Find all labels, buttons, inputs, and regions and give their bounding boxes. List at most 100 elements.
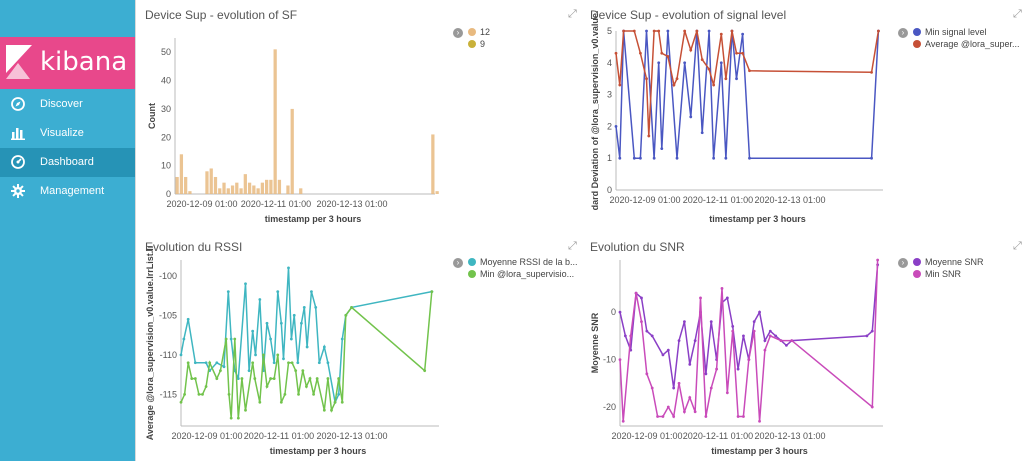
data-point (688, 362, 692, 366)
nav-item-dashboard[interactable]: Dashboard (0, 148, 135, 177)
y-tick-label: 0 (607, 185, 612, 195)
y-tick-label: 1 (607, 153, 612, 163)
y-tick-label: -110 (160, 350, 177, 360)
legend-item[interactable]: 12 (468, 27, 490, 37)
expand-icon[interactable]: ⤢ (568, 240, 577, 252)
data-point (315, 377, 319, 380)
data-point (784, 343, 788, 347)
data-point (215, 377, 219, 380)
data-point (666, 29, 670, 33)
legend-swatch (468, 40, 476, 48)
data-point (290, 361, 294, 365)
data-point (758, 310, 761, 314)
bar (243, 174, 247, 194)
data-point (779, 339, 783, 343)
data-point (693, 339, 697, 343)
x-tick-label: 2020-12-09 01:00 (171, 431, 242, 441)
y-tick-label: 3 (607, 90, 612, 100)
data-point (186, 361, 190, 365)
data-point (752, 320, 756, 324)
data-point (254, 353, 257, 357)
y-tick-label: 10 (161, 161, 171, 171)
data-point (629, 334, 633, 338)
data-point (179, 353, 183, 357)
y-tick-label: 20 (161, 132, 171, 142)
data-point (317, 361, 321, 365)
data-point (305, 385, 308, 388)
legend-item[interactable]: Min @lora_supervisio... (468, 269, 574, 279)
data-point (337, 392, 341, 396)
y-tick-label: -100 (159, 271, 177, 281)
bar (299, 188, 303, 194)
data-point (736, 415, 740, 418)
legend-item[interactable]: Min signal level (913, 27, 987, 37)
data-point (265, 385, 269, 388)
bar (265, 179, 269, 194)
y-axis-label: Moyenne SNR (590, 312, 600, 373)
data-point (870, 70, 873, 74)
legend-label: Min @lora_supervisio... (480, 269, 575, 279)
data-point (725, 391, 729, 395)
data-point (190, 377, 194, 380)
data-point (333, 400, 337, 404)
legend-toggle-icon[interactable]: › (898, 258, 908, 268)
panel-signal-level: Device Sup - evolution of signal level ⤢… (590, 8, 1024, 230)
expand-icon[interactable]: ⤢ (1013, 240, 1022, 252)
panel-title: Evolution du RSSI (145, 240, 243, 254)
data-point (870, 156, 873, 160)
data-point (193, 361, 197, 365)
data-point (208, 361, 212, 365)
data-point (748, 156, 751, 160)
bar (277, 179, 282, 194)
data-point (645, 329, 649, 333)
data-point (621, 419, 625, 423)
compass-icon (11, 97, 25, 111)
bar (175, 176, 179, 194)
legend-item[interactable]: Average @lora_super... (913, 39, 1020, 49)
y-tick-label: 0 (611, 307, 616, 317)
legend-toggle-icon[interactable]: › (453, 258, 463, 268)
chart-sf: 0 10 20 30 40 50 2020-12-09 01:00 2020-12-11 01… (147, 38, 439, 224)
data-point (294, 369, 298, 373)
legend-toggle-icon[interactable]: › (453, 28, 463, 38)
data-point (652, 29, 656, 33)
data-point (675, 156, 679, 160)
data-point (657, 61, 661, 65)
data-point (186, 317, 190, 321)
kibana-logo[interactable]: kibana (0, 37, 135, 89)
data-point (301, 369, 305, 373)
dashboard-icon (11, 155, 25, 169)
bar (235, 182, 239, 194)
legend-item[interactable]: Moyenne RSSI de la b... (468, 257, 578, 267)
legend-label: Min signal level (925, 27, 987, 37)
expand-icon[interactable]: ⤢ (568, 8, 577, 20)
x-tick-label: 2020-12-13 01:00 (316, 431, 387, 441)
data-point (224, 337, 228, 341)
data-point (296, 361, 300, 365)
legend-item[interactable]: 9 (468, 39, 485, 49)
legend-toggle-icon[interactable]: › (898, 28, 908, 38)
panel-title: Device Sup - evolution of signal level (590, 8, 787, 22)
x-tick-label: 2020-12-11 01:00 (683, 195, 753, 205)
legend-item[interactable]: Min SNR (913, 269, 961, 279)
data-point (731, 325, 735, 328)
data-point (707, 67, 711, 71)
legend-item[interactable]: Moyenne SNR (913, 257, 984, 267)
expand-icon[interactable]: ⤢ (1013, 8, 1022, 20)
x-axis-label: timestamp per 3 hours (265, 214, 362, 224)
nav-item-visualize[interactable]: Visualize (0, 119, 135, 148)
data-point (226, 290, 230, 294)
nav-item-discover[interactable]: Discover (0, 90, 135, 119)
data-point (312, 392, 315, 396)
data-point (258, 400, 262, 404)
x-tick-label: 2020-12-13 01:00 (754, 195, 825, 205)
data-point (645, 372, 649, 376)
nav-label: Dashboard (40, 156, 94, 168)
data-point (712, 83, 716, 87)
data-point (758, 419, 761, 423)
data-point (233, 337, 237, 341)
nav-item-management[interactable]: Management (0, 177, 135, 206)
data-point (322, 408, 326, 412)
data-point (272, 361, 276, 365)
data-point (236, 377, 240, 380)
